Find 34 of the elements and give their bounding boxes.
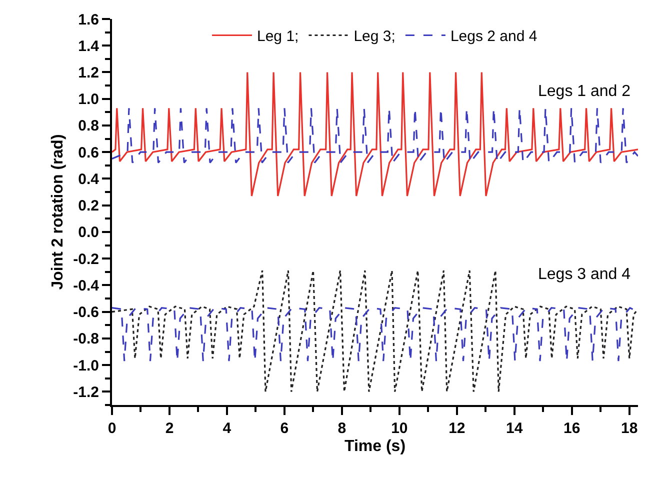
x-tick-label: 16 [564,420,580,437]
y-tick-label: -0.8 [73,330,99,348]
y-tick-label: 0.0 [78,224,99,242]
y-tick-label: -1.2 [73,384,99,401]
y-tick-label: 1.2 [78,64,99,82]
x-tick-label: 6 [280,420,289,437]
x-axis-title: Time (s) [344,438,406,456]
y-tick-label: 0.6 [78,144,99,162]
line-series [112,107,638,164]
y-tick-label: -0.4 [73,277,100,294]
legend-label: Leg 1; [257,28,299,46]
x-tick-label: 10 [391,420,408,437]
annotation: Legs 3 and 4 [538,266,631,283]
y-tick-label: 0.4 [78,170,100,188]
x-tick-label: 0 [108,420,116,437]
y-tick-label: -0.6 [73,304,99,322]
x-tick-label: 4 [222,420,232,437]
legend-label: Leg 3; [354,28,396,46]
annotation: Legs 1 and 2 [538,83,631,100]
y-tick-label: -1.0 [73,357,99,374]
y-tick-label: 1.4 [78,38,100,55]
x-tick-label: 2 [165,420,174,437]
x-tick-label: 8 [338,420,346,437]
line-series [112,71,638,197]
x-tick-label: 14 [506,420,524,437]
legend-label: Legs 2 and 4 [450,28,538,46]
y-axis-title: Joint 2 rotation (rad) [50,134,67,290]
y-tick-label: 1.6 [78,11,99,28]
y-tick-label: 1.0 [78,91,99,108]
x-tick-label: 12 [448,420,466,437]
y-tick-label: -0.2 [73,250,99,268]
y-tick-label: 0.2 [78,198,99,215]
x-tick-label: 18 [621,420,638,437]
y-tick-label: 0.8 [78,118,99,135]
